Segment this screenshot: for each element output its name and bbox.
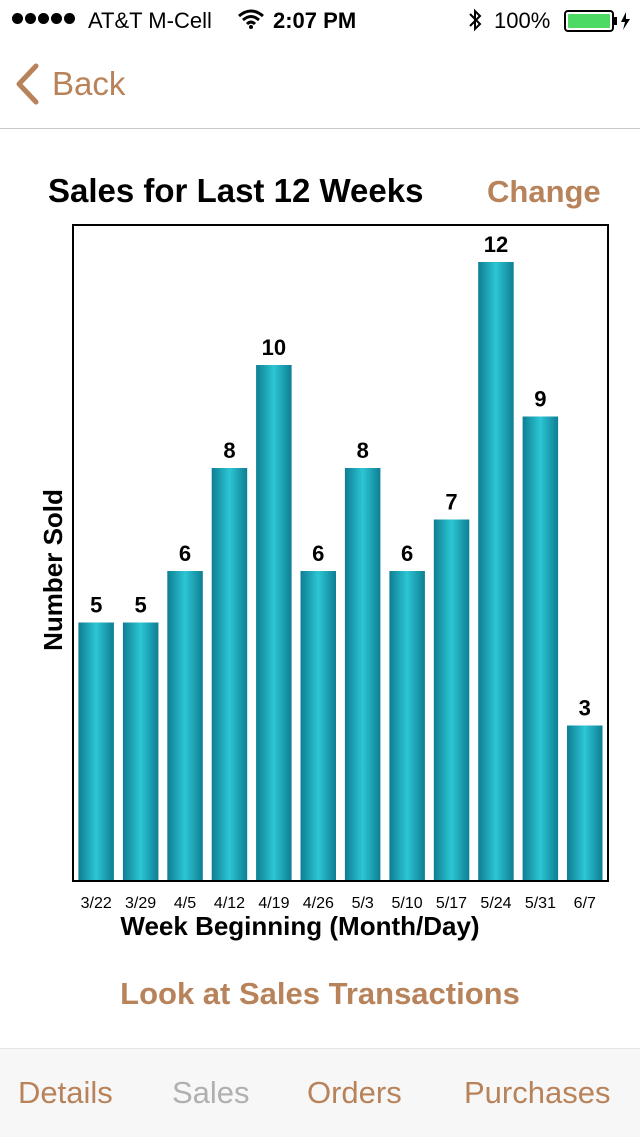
x-tick-label: 4/26 xyxy=(303,895,334,912)
value-label: 10 xyxy=(262,335,286,360)
bar-4/19 xyxy=(256,365,292,880)
value-label: 6 xyxy=(179,541,191,566)
value-label: 9 xyxy=(534,387,546,412)
bluetooth-icon xyxy=(469,8,482,32)
plot-frame xyxy=(72,224,609,882)
x-tick-label: 4/19 xyxy=(258,895,289,912)
navigation-bar: Back xyxy=(0,40,640,129)
battery-icon xyxy=(564,10,630,32)
bar-5/24 xyxy=(478,262,514,880)
tab-purchases[interactable]: Purchases xyxy=(464,1075,611,1110)
bar-5/3 xyxy=(344,468,381,880)
bar-4/26 xyxy=(300,571,336,880)
tab-bar: Details Sales Orders Purchases xyxy=(0,1048,640,1137)
tab-orders[interactable]: Orders xyxy=(307,1075,402,1110)
bar-4/12 xyxy=(211,468,248,880)
battery-percent: 100% xyxy=(494,8,551,33)
x-tick-label: 5/3 xyxy=(352,895,374,912)
tab-sales[interactable]: Sales xyxy=(172,1075,250,1110)
value-label: 8 xyxy=(223,438,235,463)
wifi-icon xyxy=(238,9,264,29)
change-button[interactable]: Change xyxy=(487,174,601,209)
sales-transactions-link[interactable]: Look at Sales Transactions xyxy=(120,976,520,1011)
value-label: 6 xyxy=(401,541,413,566)
x-tick-label: 4/12 xyxy=(214,895,245,912)
chart-title: Sales for Last 12 Weeks xyxy=(48,172,424,209)
status-bar: AT&T M-Cell 2:07 PM 100% xyxy=(0,0,640,40)
value-label: 3 xyxy=(579,696,591,721)
bar-5/31 xyxy=(522,416,559,880)
bar-4/5 xyxy=(167,571,203,880)
bar-6/7 xyxy=(567,725,603,880)
signal-dots-icon xyxy=(12,13,75,24)
x-tick-label: 6/7 xyxy=(574,895,596,912)
value-label: 5 xyxy=(90,593,102,618)
value-label: 6 xyxy=(312,541,324,566)
status-time: 2:07 PM xyxy=(273,8,357,33)
x-tick-label: 5/10 xyxy=(392,895,423,912)
value-label: 12 xyxy=(484,232,508,257)
carrier-name: AT&T M-Cell xyxy=(88,8,212,33)
bar-3/29 xyxy=(122,622,159,880)
tab-details[interactable]: Details xyxy=(18,1075,113,1110)
back-button[interactable]: Back xyxy=(14,62,125,106)
value-label: 8 xyxy=(357,438,369,463)
x-tick-label: 5/17 xyxy=(436,895,467,912)
bar-5/17 xyxy=(433,519,470,880)
x-tick-label: 3/29 xyxy=(125,895,156,912)
value-label: 7 xyxy=(445,490,457,515)
y-axis-label: Number Sold xyxy=(38,489,68,651)
x-tick-label: 5/24 xyxy=(480,895,511,912)
chevron-left-icon xyxy=(16,63,39,105)
x-tick-label: 5/31 xyxy=(525,895,556,912)
bar-5/10 xyxy=(389,571,425,880)
x-axis-label: Week Beginning (Month/Day) xyxy=(120,911,479,941)
value-label: 5 xyxy=(134,593,146,618)
sales-bar-chart: 5 5 6 8 10 6 8 6 7 12 9 3 3/22 3/29 4/5 4/12 4/19 4/26 5/… xyxy=(38,224,609,941)
bar-3/22 xyxy=(78,622,114,880)
x-tick-label: 3/22 xyxy=(81,895,112,912)
x-tick-label: 4/5 xyxy=(174,895,196,912)
back-label: Back xyxy=(52,65,126,102)
